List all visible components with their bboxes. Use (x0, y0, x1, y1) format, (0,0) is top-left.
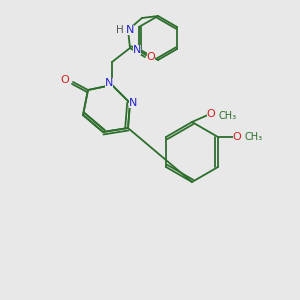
Text: N: N (105, 78, 113, 88)
Text: O: O (61, 75, 69, 85)
Text: N: N (129, 98, 137, 108)
Text: O: O (207, 109, 215, 119)
Text: H: H (116, 25, 124, 35)
Text: O: O (232, 132, 242, 142)
Text: CH₃: CH₃ (219, 111, 237, 121)
Text: CH₃: CH₃ (245, 132, 263, 142)
Text: N: N (133, 45, 141, 55)
Text: O: O (147, 52, 155, 62)
Text: N: N (126, 25, 134, 35)
